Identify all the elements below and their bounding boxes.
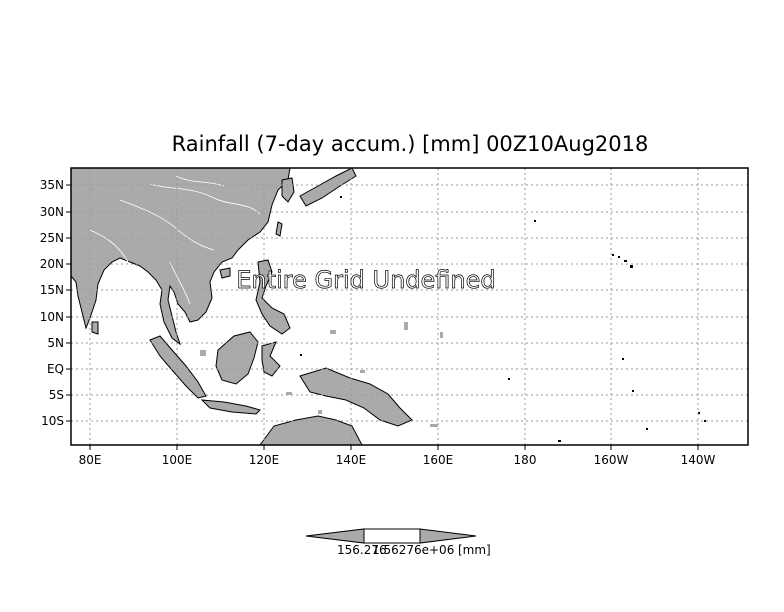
rivers-borders (89, 175, 261, 305)
australia (259, 415, 363, 445)
lon-label: 160E (423, 453, 454, 467)
lat-label: EQ (47, 362, 64, 376)
colorbar-right-arrow (419, 528, 477, 544)
lon-label: 180 (514, 453, 537, 467)
undefined-grid-notice: Entire Grid Undefined (236, 266, 495, 294)
hainan (219, 267, 231, 279)
sumatra (149, 335, 207, 399)
colorbar (305, 528, 477, 544)
map-frame (70, 167, 749, 446)
tick-marks (66, 184, 699, 450)
sri-lanka (91, 321, 99, 335)
map-title: Rainfall (7-day accum.) [mm] 00Z10Aug201… (171, 132, 649, 156)
land-masses (71, 168, 413, 445)
colorbar-label-left: 156.276 (337, 543, 387, 557)
korea (281, 177, 295, 203)
lat-label: 10N (40, 310, 64, 324)
asia-mainland (71, 168, 291, 346)
taiwan (275, 221, 283, 237)
borneo (215, 331, 259, 385)
lat-label: 5N (47, 336, 64, 350)
lon-label: 120E (249, 453, 280, 467)
java (200, 399, 261, 415)
colorbar-units: [mm] (458, 543, 491, 557)
lat-label: 35N (40, 178, 64, 192)
lon-label: 80E (79, 453, 102, 467)
lon-label: 160W (594, 453, 629, 467)
lon-label: 140W (681, 453, 716, 467)
lat-label: 30N (40, 205, 64, 219)
coastline-dots (300, 196, 706, 442)
colorbar-label-mid: 1.56276e+06 (372, 543, 455, 557)
lat-label: 15N (40, 283, 64, 297)
japan (299, 168, 357, 207)
lat-label: 5S (49, 388, 64, 402)
colorbar-left-arrow (305, 528, 365, 544)
graticule (71, 168, 748, 445)
colorbar-swatch (363, 528, 421, 544)
lat-label: 10S (41, 414, 64, 428)
new-guinea (299, 367, 413, 427)
latitude-labels: 35N 30N 25N 20N 15N 10N 5N EQ 5S 10S (40, 178, 64, 428)
lat-label: 25N (40, 231, 64, 245)
lon-label: 140E (336, 453, 367, 467)
lat-label: 20N (40, 257, 64, 271)
longitude-labels: 80E 100E 120E 140E 160E 180 160W 140W (79, 453, 716, 467)
island-dots (200, 322, 443, 427)
lon-label: 100E (162, 453, 193, 467)
sulawesi (261, 341, 281, 377)
